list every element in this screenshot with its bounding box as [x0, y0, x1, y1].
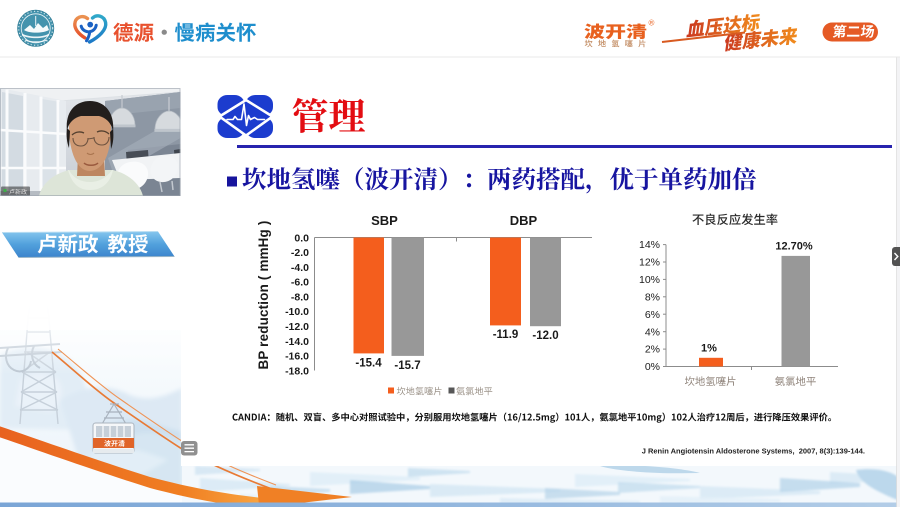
- svg-text:J Renin Angiotensin Aldosteron: J Renin Angiotensin Aldosterone Systems,…: [642, 447, 865, 456]
- svg-text:1%: 1%: [701, 343, 717, 355]
- svg-text:4%: 4%: [645, 326, 660, 338]
- svg-text:-11.9: -11.9: [493, 329, 519, 341]
- svg-text:8%: 8%: [645, 291, 660, 303]
- svg-text:2%: 2%: [645, 344, 660, 356]
- svg-text:-10.0: -10.0: [285, 306, 309, 318]
- svg-text:10%: 10%: [639, 274, 660, 286]
- svg-text:SBP: SBP: [371, 213, 398, 228]
- svg-text:6%: 6%: [645, 309, 660, 321]
- svg-text:-15.7: -15.7: [394, 360, 420, 372]
- svg-text:®: ®: [649, 19, 655, 28]
- svg-text:12.70%: 12.70%: [775, 241, 813, 253]
- svg-text:-4.0: -4.0: [291, 262, 309, 274]
- svg-text:-2.0: -2.0: [291, 247, 309, 259]
- svg-text:-8.0: -8.0: [291, 291, 309, 303]
- svg-text:14%: 14%: [639, 239, 660, 251]
- svg-text:-16.0: -16.0: [285, 351, 309, 363]
- svg-text:BP reduction ( mmHg ): BP reduction ( mmHg ): [256, 220, 271, 369]
- svg-text:-6.0: -6.0: [291, 277, 309, 289]
- svg-text:0%: 0%: [645, 361, 660, 373]
- svg-text:DBP: DBP: [510, 213, 538, 228]
- svg-text:12%: 12%: [639, 257, 660, 269]
- svg-text:-15.4: -15.4: [355, 358, 382, 370]
- svg-text:0.0: 0.0: [294, 232, 309, 244]
- svg-text:-12.0: -12.0: [532, 330, 558, 342]
- svg-text:-12.0: -12.0: [285, 321, 309, 333]
- svg-text:-18.0: -18.0: [285, 365, 309, 377]
- svg-text:-14.0: -14.0: [285, 336, 309, 348]
